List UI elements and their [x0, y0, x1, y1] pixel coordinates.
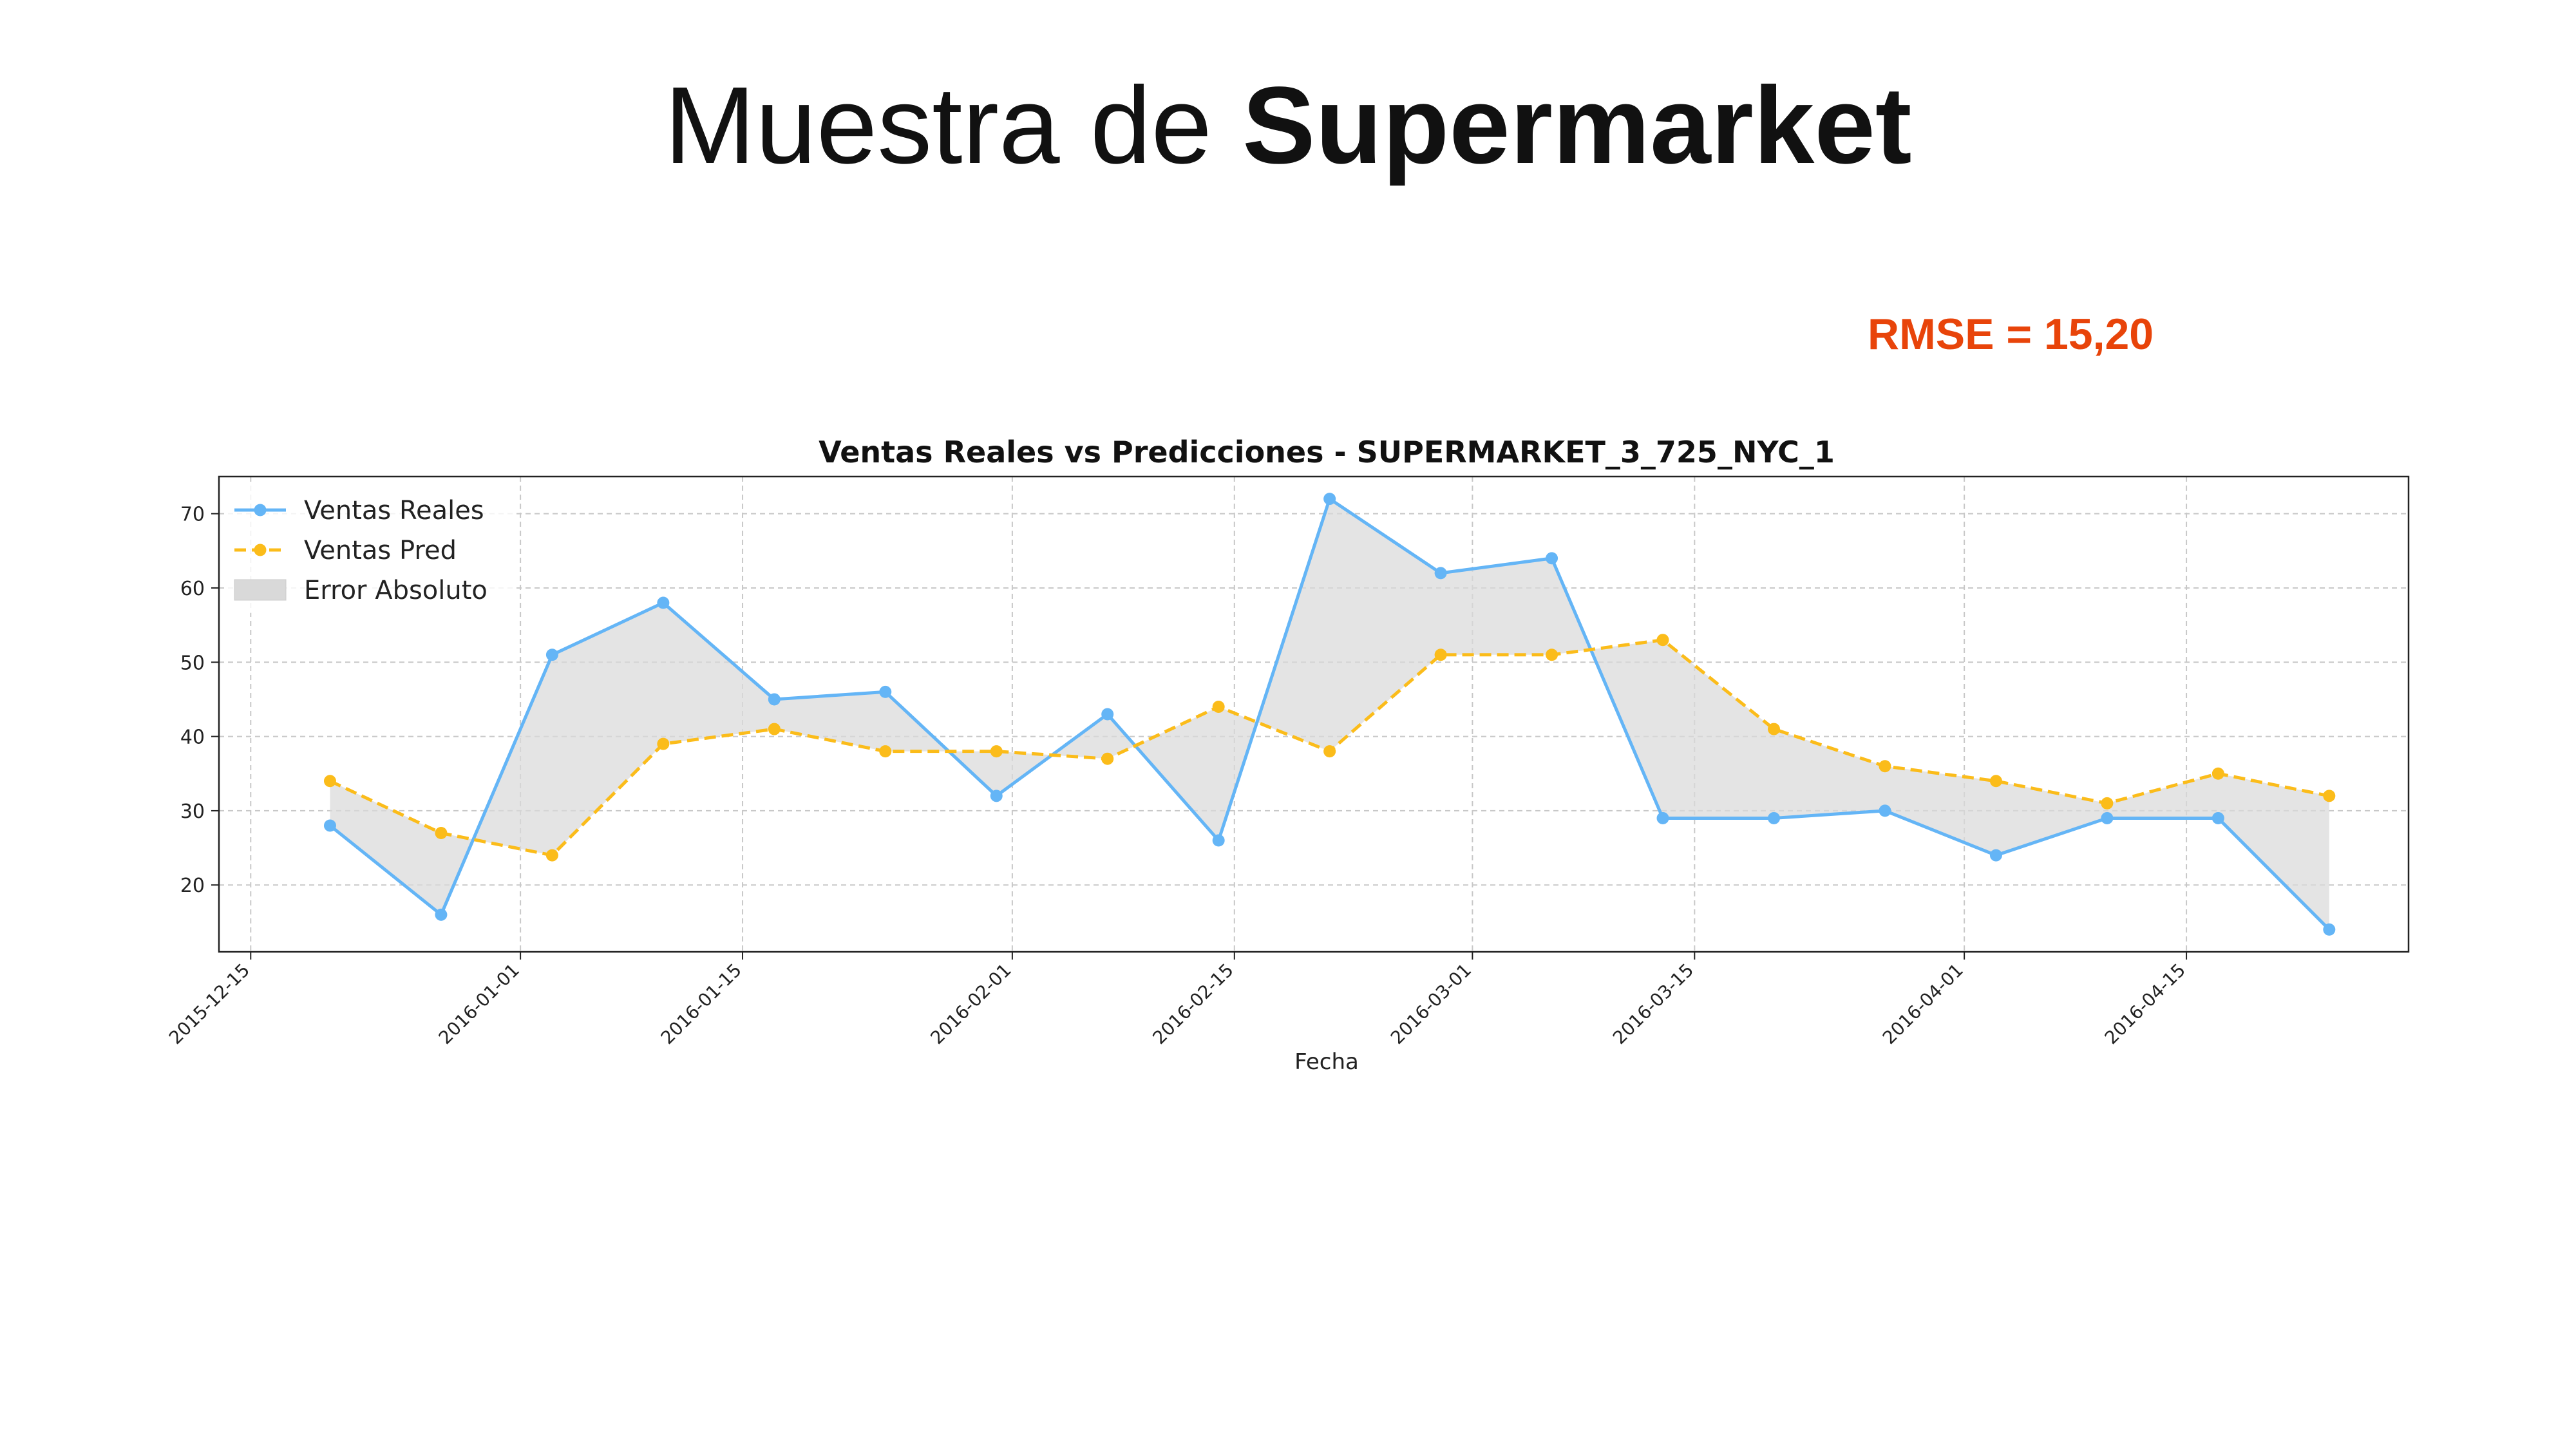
y-tick-label: 50 [180, 652, 205, 674]
data-point-reales [1323, 493, 1336, 506]
legend-marker [254, 544, 267, 556]
x-tick-label: 2016-03-01 [1387, 960, 1475, 1048]
legend-label: Error Absoluto [304, 576, 488, 605]
data-point-pred [1989, 775, 2002, 788]
data-point-reales [1546, 552, 1558, 565]
rmse-label: RMSE = 15,20 [1868, 310, 2154, 359]
data-point-reales [1434, 567, 1447, 580]
legend-label: Ventas Reales [304, 496, 484, 526]
y-tick-label: 60 [180, 578, 205, 600]
x-tick-label: 2015-12-15 [165, 960, 254, 1048]
data-point-reales [1767, 811, 1780, 824]
x-tick-label: 2016-02-01 [926, 960, 1015, 1048]
y-tick-label: 70 [180, 504, 205, 526]
data-point-pred [768, 723, 781, 735]
x-tick-label: 2016-01-15 [657, 960, 746, 1048]
title-prefix: Muestra de [664, 64, 1212, 187]
data-point-reales [323, 819, 336, 832]
legend-label: Ventas Pred [304, 536, 457, 565]
data-point-pred [1767, 723, 1780, 735]
data-point-reales [1656, 811, 1669, 824]
y-tick-label: 30 [180, 800, 205, 823]
data-point-pred [1212, 700, 1225, 713]
data-point-pred [1546, 649, 1558, 661]
x-tick-label: 2016-01-01 [435, 960, 524, 1048]
data-point-reales [1989, 849, 2002, 862]
data-point-reales [2211, 811, 2224, 824]
series-lines [323, 493, 2336, 936]
data-point-reales [435, 908, 448, 921]
data-point-reales [1101, 708, 1114, 721]
data-point-pred [1879, 760, 1891, 773]
chart-title: Ventas Reales vs Predicciones - SUPERMAR… [819, 435, 1835, 469]
y-tick-label: 20 [180, 875, 205, 897]
y-tick-label: 40 [180, 726, 205, 749]
data-point-reales [768, 693, 781, 706]
data-point-reales [1212, 834, 1225, 847]
data-point-pred [657, 737, 670, 750]
data-point-pred [2101, 797, 2114, 810]
error-area [330, 498, 2329, 930]
data-point-reales [2323, 923, 2336, 936]
x-tick-label: 2016-02-15 [1148, 960, 1237, 1048]
data-point-pred [990, 745, 1003, 758]
legend-marker [254, 504, 267, 516]
data-point-reales [879, 685, 892, 698]
legend-fill-swatch [234, 579, 287, 601]
data-point-pred [323, 775, 336, 788]
data-point-reales [657, 596, 670, 609]
x-tick-label: 2016-04-15 [2101, 960, 2190, 1048]
data-point-pred [1434, 649, 1447, 661]
title-bold: Supermarket [1242, 64, 1912, 187]
data-point-pred [2323, 790, 2336, 802]
data-point-pred [2211, 767, 2224, 780]
legend: Ventas Reales Ventas Pred Error Absoluto [224, 484, 513, 613]
error-fill-area [330, 498, 2329, 930]
data-point-reales [1879, 804, 1891, 817]
x-axis-label: Fecha [1294, 1049, 1359, 1075]
x-tick-label: 2016-03-15 [1609, 960, 1698, 1048]
data-point-reales [545, 649, 558, 661]
page-title: Muestra de Supermarket [0, 71, 2576, 180]
x-tick-label: 2016-04-01 [1879, 960, 1967, 1048]
plot-frame [218, 475, 2410, 953]
data-point-pred [1101, 752, 1114, 765]
data-point-pred [1323, 745, 1336, 758]
data-point-reales [2101, 811, 2114, 824]
data-point-pred [1656, 634, 1669, 647]
data-point-reales [990, 790, 1003, 802]
data-point-pred [435, 827, 448, 839]
data-point-pred [879, 745, 892, 758]
data-point-pred [545, 849, 558, 862]
